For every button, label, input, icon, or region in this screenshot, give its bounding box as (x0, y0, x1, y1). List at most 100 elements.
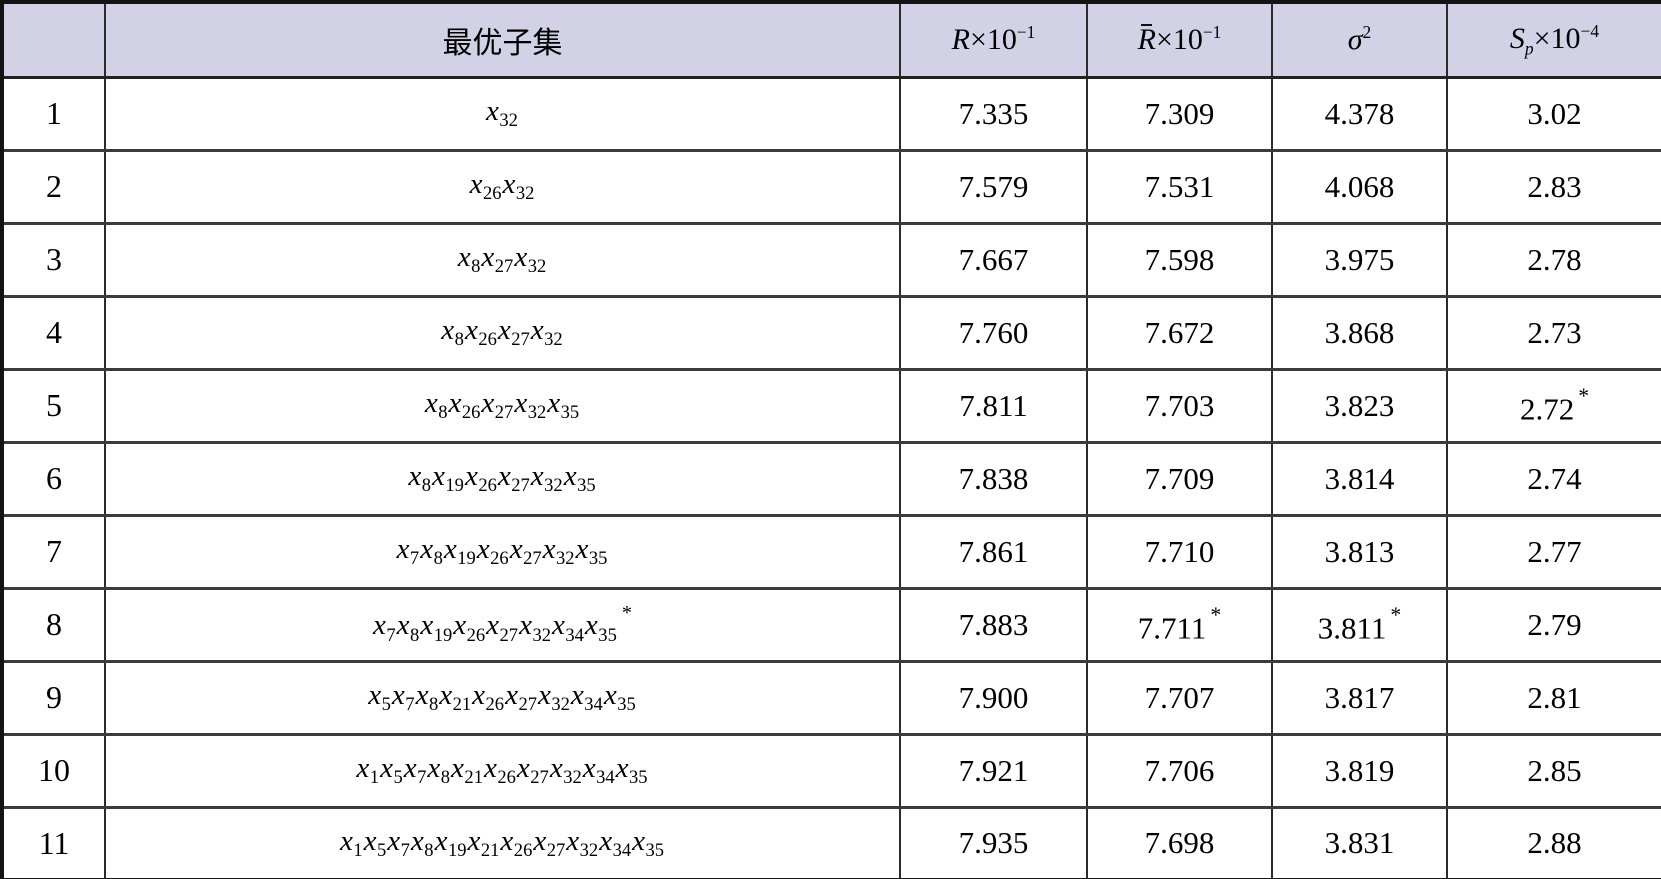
value-text: 7.706 (1144, 752, 1215, 788)
value-text: 2.73 (1527, 314, 1582, 350)
variable-subscript: 21 (480, 839, 500, 861)
table-row: 10 x1x5x7x8x21x26x27x32x34x35 7.921 7.706 3.… (1, 732, 1661, 809)
variable-subscript: 5 (376, 839, 387, 861)
variable-symbol: x (432, 460, 446, 493)
variable-subscript: 7 (417, 766, 427, 788)
variable-symbol: x (486, 95, 500, 128)
variable-subscript: 7 (400, 839, 410, 861)
variable-subscript: 8 (421, 474, 432, 496)
rbar-value-cell: 7.709 (1086, 440, 1273, 517)
r-value-cell: 7.935 (899, 805, 1088, 879)
variable-subscript: 35 (588, 547, 608, 569)
variable-subscript: 5 (393, 766, 403, 788)
table-body: 1 x32 7.335 7.309 4.378 3.02 2 x26x32 7.579 7.531… (1, 75, 1661, 879)
variable-symbol: x (387, 824, 401, 857)
variable-symbol: x (472, 679, 486, 712)
variable-subscript: 27 (499, 624, 519, 646)
variable-subscript: 8 (454, 328, 464, 350)
variable-symbol: x (415, 679, 429, 712)
subset-cell: x26x32 (104, 148, 901, 225)
variable-symbol: x (467, 824, 481, 857)
variable-symbol: x (566, 824, 580, 857)
variable-subscript: 34 (596, 766, 615, 788)
variable-subscript: 19 (447, 839, 467, 861)
variable-subscript: 32 (527, 401, 547, 423)
value-text: 3.813 (1324, 533, 1395, 569)
variable-subscript: 8 (471, 255, 481, 277)
variable-symbol: x (443, 533, 458, 566)
variable-subscript: 32 (544, 328, 563, 350)
r-value-cell: 7.579 (899, 148, 1088, 225)
variable-subscript: 32 (499, 109, 518, 131)
variable-symbol: x (481, 387, 495, 420)
table-row: 6 x8x19x26x27x32x35 7.838 7.709 3.814 2.74 (1, 440, 1661, 517)
table-row: 1 x32 7.335 7.309 4.378 3.02 (1, 75, 1661, 152)
rbar-value-cell: 7.531 (1086, 148, 1273, 225)
value-text: 7.838 (958, 460, 1029, 496)
table-row: 3 x8x27x32 7.667 7.598 3.975 2.78 (1, 221, 1661, 298)
subset-cell: x1x5x7x8x21x26x27x32x34x35 (104, 732, 901, 809)
sp-value-cell: 2.81 (1446, 659, 1661, 736)
value-text: 7.760 (958, 314, 1029, 350)
variable-subscript: 8 (438, 401, 448, 423)
value-text: 7.709 (1144, 460, 1215, 496)
variable-subscript: 35 (598, 624, 617, 646)
value-text: 7.579 (958, 168, 1029, 204)
table-row: 9 x5x7x8x21x26x27x32x34x35 7.900 7.707 3.817… (1, 659, 1661, 736)
row-number-cell: 3 (1, 221, 106, 298)
variable-subscript: 8 (440, 766, 451, 788)
variable-symbol: x (486, 609, 500, 642)
sigma-value-cell: 3.813 (1271, 513, 1448, 590)
variable-symbol: x (502, 168, 516, 201)
value-text: 3.02 (1527, 95, 1582, 131)
sp-value-cell: 3.02 (1446, 75, 1661, 152)
rbar-exponent: −1 (1202, 22, 1222, 43)
significance-star: * (1390, 602, 1402, 627)
variable-subscript: 26 (513, 839, 533, 861)
variable-symbol: x (453, 609, 467, 642)
rbar-value-cell: 7.706 (1086, 732, 1273, 809)
variable-symbol: x (603, 679, 618, 712)
variable-symbol: x (514, 387, 528, 420)
value-text: 7.921 (958, 752, 1029, 788)
subset-cell: x8x27x32 (104, 221, 901, 298)
variable-subscript: 32 (515, 182, 535, 204)
subset-cell: x5x7x8x21x26x27x32x34x35 (104, 659, 901, 736)
variable-symbol: x (439, 679, 453, 712)
variable-subscript: 21 (452, 693, 472, 715)
value-text: 7.667 (958, 241, 1029, 277)
variable-symbol: x (615, 752, 630, 785)
sp-symbol: S (1509, 21, 1525, 55)
significance-star: * (621, 602, 632, 625)
variable-symbol: x (434, 824, 448, 857)
variable-symbol: x (575, 533, 589, 566)
variable-subscript: 34 (612, 839, 632, 861)
variable-subscript: 34 (565, 624, 584, 646)
sp-value-cell: 2.79 (1446, 586, 1661, 663)
variable-symbol: x (380, 752, 394, 785)
table-row: 7 x7x8x19x26x27x32x35 7.861 7.710 3.813 2.77 (1, 513, 1661, 590)
value-text: 7.711 (1137, 610, 1207, 646)
sp-value-cell: 2.74 (1446, 440, 1661, 517)
variable-symbol: x (563, 460, 578, 493)
sigma-value-cell: 4.068 (1271, 148, 1448, 225)
variable-symbol: x (441, 314, 455, 347)
value-text: 3.975 (1324, 241, 1395, 277)
sigma-value-cell: 3.823 (1271, 367, 1448, 444)
variable-subscript: 35 (560, 401, 580, 423)
value-text: 4.378 (1324, 95, 1395, 131)
row-number-cell: 4 (1, 294, 106, 371)
rbar-value-cell: 7.710 (1086, 513, 1273, 590)
rbar-multiplier: ×10 (1155, 23, 1203, 57)
rbar-value-cell: 7.703 (1086, 367, 1273, 444)
value-text: 2.79 (1527, 606, 1582, 642)
variable-symbol: x (509, 533, 524, 566)
r-value-cell: 7.335 (899, 75, 1088, 152)
header-rbar-cell: R×10−1 (1086, 0, 1273, 79)
sigma-value-cell: 3.819 (1271, 732, 1448, 809)
header-sp-cell: Sp×10−4 (1446, 0, 1661, 79)
r-value-cell: 7.811 (899, 367, 1088, 444)
variable-subscript: 8 (410, 624, 420, 646)
variable-symbol: x (363, 824, 377, 857)
row-number-cell: 5 (1, 367, 106, 444)
